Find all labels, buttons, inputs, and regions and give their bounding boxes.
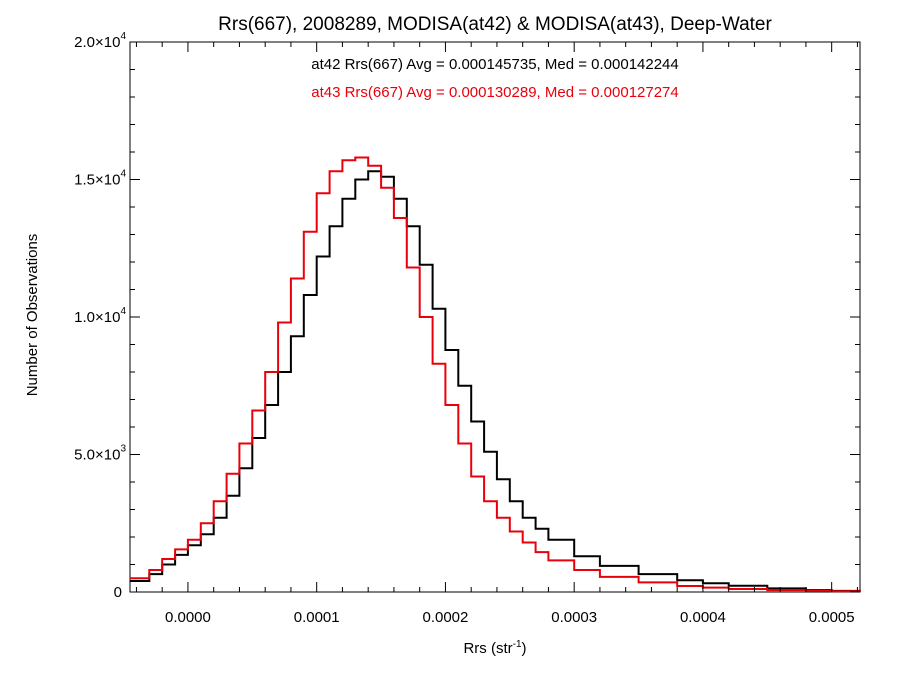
x-tick-label: 0.0005 — [809, 609, 855, 626]
y-tick-label: 5.0×103 — [74, 444, 126, 464]
y-axis-label: Number of Observations — [24, 234, 41, 397]
y-tick-mantissa: 5.0×10 — [74, 447, 120, 464]
x-axis-label-superscript: -1 — [513, 639, 522, 650]
chart-title: Rrs(667), 2008289, MODISA(at42) & MODISA… — [218, 14, 772, 35]
plot-frame — [129, 41, 861, 593]
y-tick-exponent: 4 — [120, 306, 126, 317]
y-tick-exponent: 4 — [120, 31, 126, 42]
y-tick-exponent: 3 — [120, 444, 126, 455]
y-tick-exponent: 4 — [120, 169, 126, 180]
y-tick-mantissa: 1.5×10 — [74, 172, 120, 189]
x-axis-label: Rrs (str-1) — [463, 639, 526, 657]
x-tick-label: 0.0003 — [551, 609, 597, 626]
y-tick-mantissa: 1.0×10 — [74, 309, 120, 326]
y-tick-label: 2.0×104 — [74, 31, 126, 51]
x-tick-label: 0.0002 — [422, 609, 468, 626]
y-tick-label: 0 — [114, 584, 122, 601]
x-axis-label-tail: ) — [522, 640, 527, 657]
x-axis-label-main: Rrs (str — [463, 640, 512, 657]
y-tick-label: 1.0×104 — [74, 306, 126, 326]
y-tick-mantissa: 2.0×10 — [74, 34, 120, 51]
annotation-at42-stats: at42 Rrs(667) Avg = 0.000145735, Med = 0… — [311, 56, 679, 73]
x-tick-label: 0.0004 — [680, 609, 726, 626]
x-tick-label: 0.0000 — [165, 609, 211, 626]
annotation-at43-stats: at43 Rrs(667) Avg = 0.000130289, Med = 0… — [311, 84, 679, 101]
x-tick-label: 0.0001 — [294, 609, 340, 626]
y-tick-label: 1.5×104 — [74, 169, 126, 189]
series-at42-line — [130, 170, 861, 592]
series-at43-line — [130, 156, 861, 593]
